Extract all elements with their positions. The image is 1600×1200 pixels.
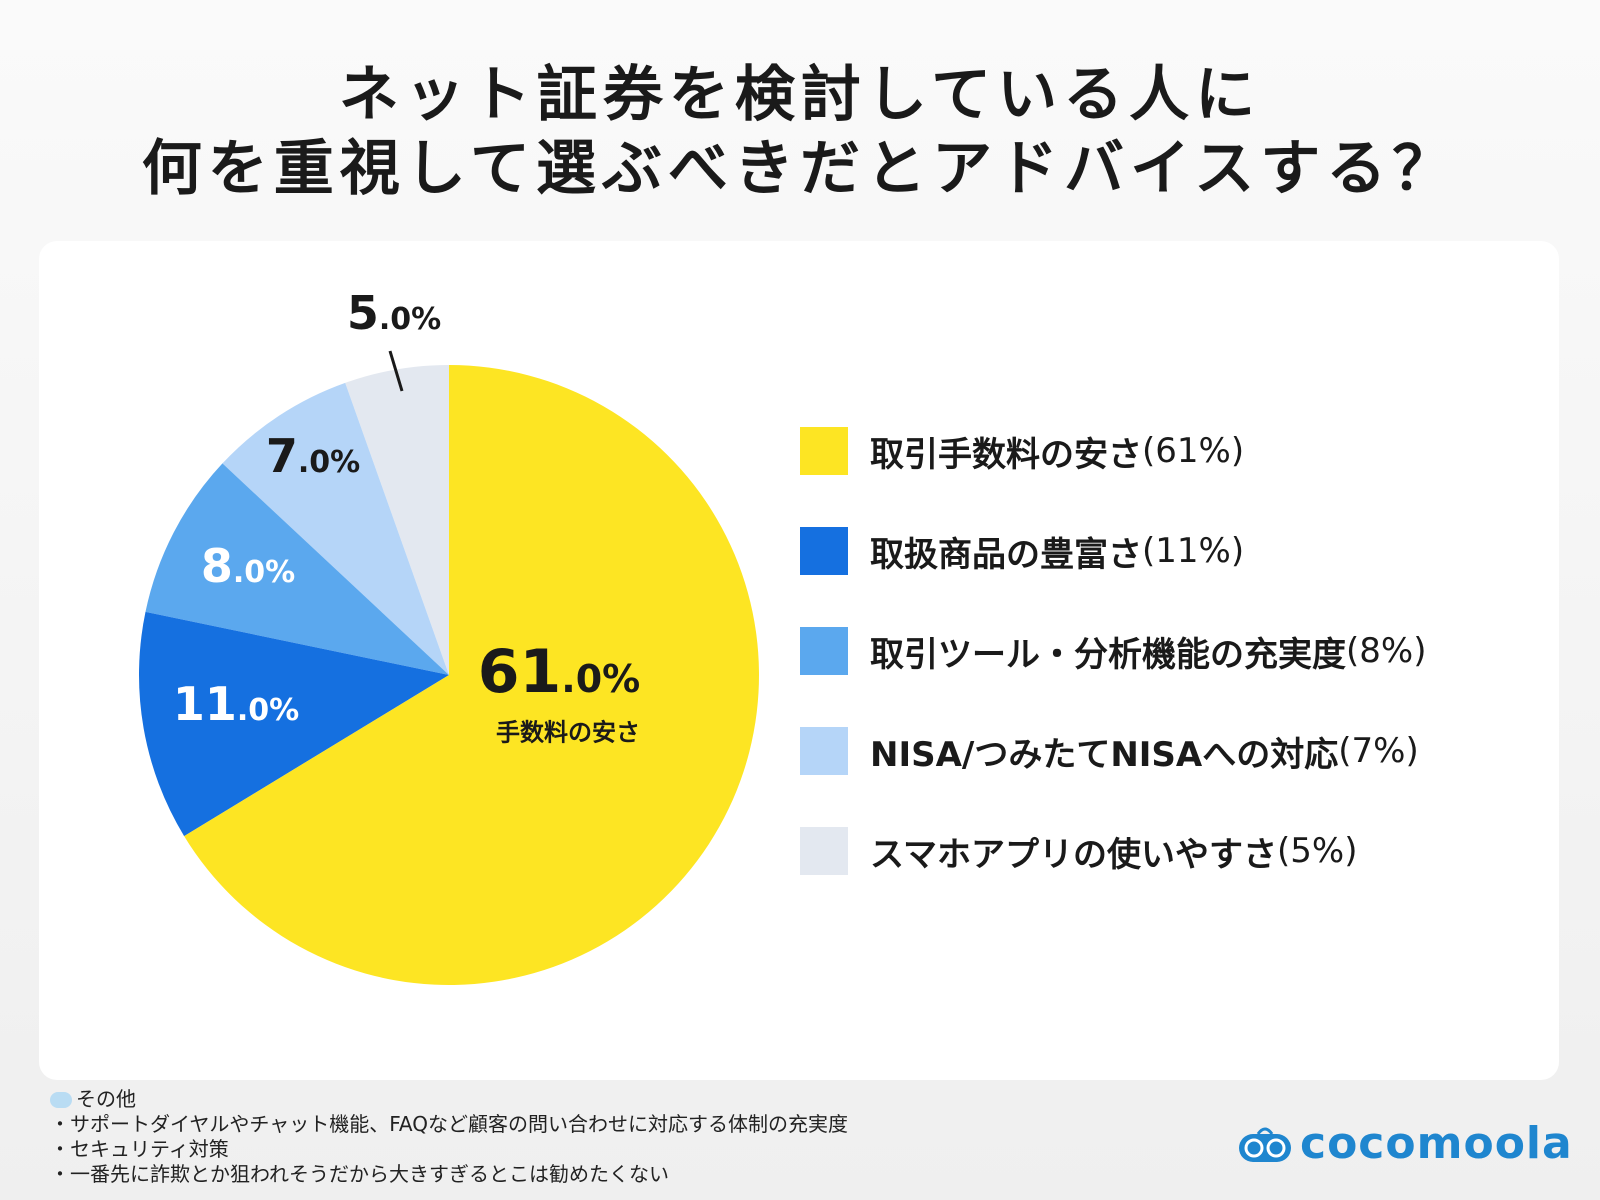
data-label-value: 5 — [346, 286, 379, 340]
legend-item: 取扱商品の豊富さ (11%) — [800, 527, 1244, 575]
legend-label: スマホアプリの使いやすさ — [870, 834, 1277, 875]
logo-text: cocomoola — [1300, 1118, 1573, 1169]
logo-icon — [1239, 1127, 1291, 1162]
legend-label: 取引ツール・分析機能の充実度 — [870, 634, 1346, 675]
legend-item: スマホアプリの使いやすさ (5%) — [800, 827, 1357, 875]
data-label-decimal: .0% — [236, 693, 300, 728]
legend-label: NISA/つみたてNISAへの対応 — [870, 734, 1339, 775]
data-label: 5.0% — [347, 286, 441, 340]
data-label-decimal: .0% — [297, 445, 361, 480]
data-label: 7.0% — [266, 429, 360, 483]
note-item: ・サポートダイヤルやチャット機能、FAQなど顧客の問い合わせに対応する体制の充実… — [50, 1112, 848, 1136]
legend-swatch — [800, 827, 848, 875]
data-label-value: 7 — [265, 429, 298, 483]
notes-heading: その他 — [76, 1087, 136, 1111]
note-item: ・一番先に詐欺とか狙われそうだから大きすぎるとこは勧めたくない — [50, 1162, 669, 1186]
pie-slice — [184, 365, 759, 985]
legend-item: NISA/つみたてNISAへの対応 (7%) — [800, 727, 1419, 775]
data-label-sub: 手数料の安さ — [496, 718, 640, 747]
leader-line — [388, 350, 404, 392]
pie-slice — [145, 463, 449, 675]
legend-item: 取引ツール・分析機能の充実度 (8%) — [800, 627, 1426, 675]
chart-title-line1: ネット証券を検討している人に — [338, 60, 1262, 130]
pie-slice — [345, 365, 449, 675]
chart-title-line2: 何を重視して選ぶべきだとアドバイスする？ — [141, 134, 1459, 204]
legend-percent: (8%) — [1346, 631, 1427, 671]
note-item: ・セキュリティ対策 — [50, 1137, 229, 1161]
legend-swatch — [800, 627, 848, 675]
cloud-icon — [50, 1092, 72, 1108]
legend-label: 取引手数料の安さ — [870, 434, 1142, 475]
legend-swatch — [800, 427, 848, 475]
data-label-decimal: .0% — [378, 302, 442, 337]
data-label: 61.0% — [478, 637, 640, 707]
data-label: 8.0% — [201, 539, 295, 593]
legend-item: 取引手数料の安さ (61%) — [800, 427, 1244, 475]
notes: その他 ・サポートダイヤルやチャット機能、FAQなど顧客の問い合わせに対応する体… — [50, 1087, 848, 1187]
pie-slice — [139, 611, 449, 837]
data-label-value: 61 — [477, 637, 562, 707]
data-label-value: 11 — [172, 677, 237, 731]
data-label-value: 8 — [200, 539, 233, 593]
legend-swatch — [800, 727, 848, 775]
legend-swatch — [800, 527, 848, 575]
data-label: 11.0% — [173, 677, 299, 731]
legend-percent: (11%) — [1142, 531, 1245, 571]
legend-percent: (5%) — [1276, 831, 1358, 871]
legend-percent: (7%) — [1338, 731, 1419, 771]
legend-percent: (61%) — [1142, 431, 1245, 471]
pie-slice — [222, 382, 449, 675]
legend-label: 取扱商品の豊富さ — [870, 534, 1142, 575]
cocomoola-logo: cocomoola — [1238, 1118, 1573, 1169]
data-label-decimal: .0% — [561, 657, 641, 701]
data-label-decimal: .0% — [232, 555, 296, 590]
